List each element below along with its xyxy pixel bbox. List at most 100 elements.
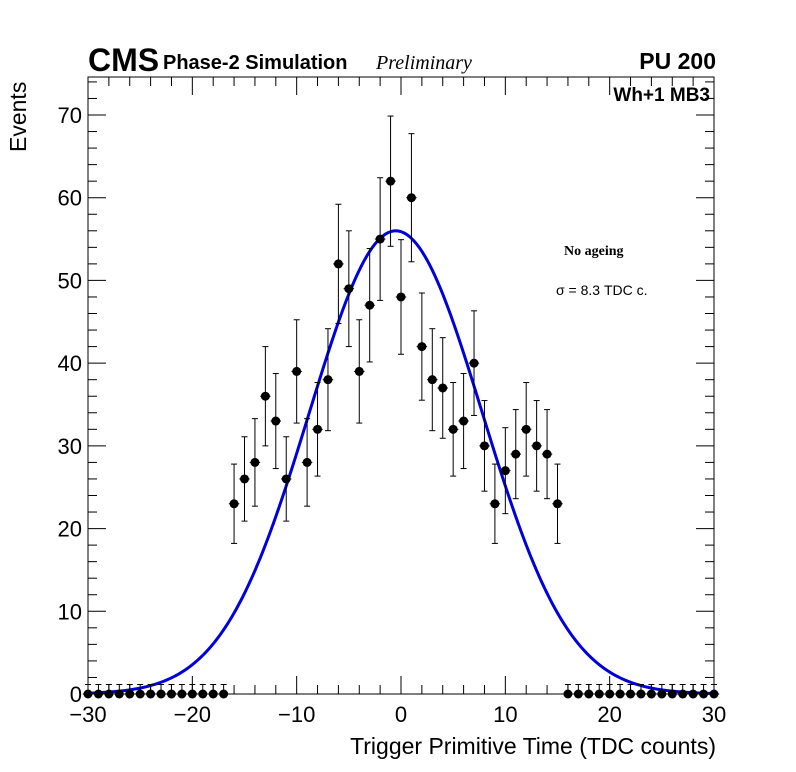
marker: [177, 689, 187, 699]
data-point: [93, 683, 104, 699]
marker: [615, 689, 625, 699]
data-point: [374, 177, 386, 301]
fit-curve: [87, 229, 715, 695]
data-point: [573, 683, 584, 699]
marker: [667, 689, 677, 699]
marker: [459, 416, 469, 426]
x-tick-labels: −30 −20 −10 0 10 20 30: [69, 702, 726, 727]
data-point: [103, 683, 115, 699]
preliminary-label: Preliminary: [375, 52, 472, 74]
data-point: [312, 382, 323, 477]
data-point: [656, 683, 668, 699]
axis-ticks: [87, 77, 715, 695]
marker: [302, 457, 312, 467]
marker: [448, 424, 458, 434]
x-tick-label: −30: [69, 702, 106, 727]
data-point: [291, 319, 302, 424]
data-point: [187, 683, 198, 699]
data-point: [395, 239, 407, 355]
marker: [313, 424, 323, 434]
y-tick-label: 0: [70, 682, 82, 707]
marker: [678, 689, 688, 699]
data-point: [708, 683, 720, 699]
marker: [521, 424, 531, 434]
marker: [500, 466, 510, 476]
data-point: [541, 409, 553, 500]
data-point: [520, 382, 532, 477]
marker: [479, 441, 489, 451]
marker: [386, 176, 396, 186]
data-point: [646, 683, 657, 699]
marker: [406, 193, 416, 203]
marker: [125, 689, 135, 699]
data-point: [155, 683, 167, 699]
data-point: [270, 373, 282, 470]
marker: [573, 689, 583, 699]
y-tick-label: 30: [58, 434, 82, 459]
pileup-label: PU 200: [639, 48, 716, 74]
data-point: [677, 683, 688, 699]
marker: [699, 689, 709, 699]
data-point: [479, 400, 490, 492]
data-point: [635, 683, 647, 699]
data-point: [364, 248, 375, 363]
data-point: [594, 683, 605, 699]
data-point: [281, 436, 292, 522]
marker: [490, 499, 500, 509]
data-point: [500, 427, 511, 515]
marker: [427, 375, 437, 385]
marker: [365, 300, 375, 310]
data-point: [134, 683, 146, 699]
marker: [469, 358, 479, 368]
x-axis-label: Trigger Primitive Time (TDC counts): [350, 733, 716, 759]
marker: [417, 342, 427, 352]
marker: [563, 689, 573, 699]
fit-curve-group: [87, 229, 715, 695]
x-tick-label: 0: [395, 702, 407, 727]
data-point: [531, 400, 542, 492]
marker: [271, 416, 281, 426]
data-point: [416, 292, 428, 401]
data-point: [114, 683, 125, 699]
y-tick-label: 10: [58, 599, 82, 624]
data-point: [333, 203, 344, 325]
x-tick-label: −10: [278, 702, 315, 727]
y-tick-label: 20: [58, 517, 82, 542]
data-point: [343, 230, 355, 348]
data-point: [625, 683, 636, 699]
data-point: [301, 418, 313, 507]
data-point: [437, 337, 448, 439]
data-point: [489, 463, 501, 544]
marker: [83, 689, 93, 699]
data-point: [385, 115, 396, 247]
marker: [532, 441, 542, 451]
marker: [594, 689, 604, 699]
marker: [281, 474, 291, 484]
data-point: [604, 683, 615, 699]
marker: [187, 689, 197, 699]
data-points-group: [82, 115, 720, 699]
data-point: [698, 683, 709, 699]
region-label: Wh+1 MB3: [613, 85, 710, 106]
y-tick-label: 50: [58, 268, 82, 293]
data-point: [667, 683, 678, 699]
marker: [93, 689, 103, 699]
marker: [146, 689, 156, 699]
marker: [438, 383, 448, 393]
data-point: [447, 382, 459, 477]
marker: [198, 689, 208, 699]
plot-frame: [87, 76, 715, 695]
x-tick-label: 10: [493, 702, 517, 727]
marker: [375, 234, 385, 244]
data-point: [510, 409, 521, 500]
data-point: [427, 328, 438, 432]
marker: [229, 499, 239, 509]
data-point: [249, 418, 261, 507]
data-point: [354, 319, 365, 424]
y-axis-label: Events: [5, 82, 31, 152]
marker: [511, 449, 521, 459]
y-tick-label: 60: [58, 186, 82, 211]
marker: [219, 689, 229, 699]
marker: [166, 689, 176, 699]
data-point: [322, 328, 334, 432]
